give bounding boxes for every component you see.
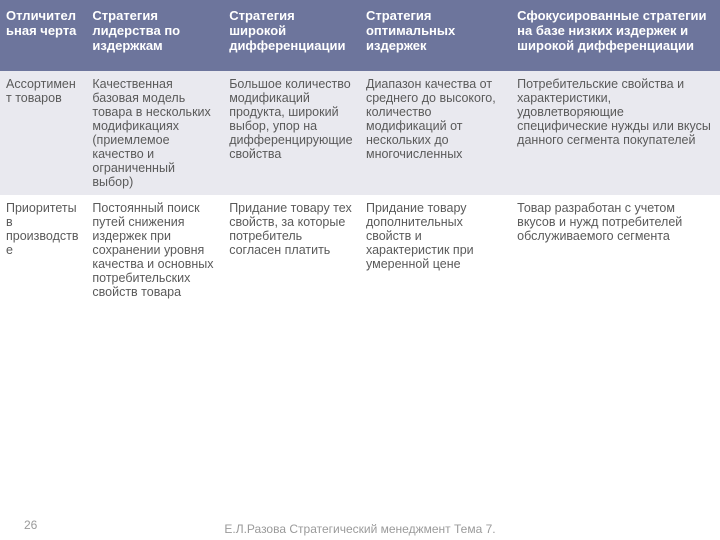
strategy-comparison-table: Отличительная черта Стратегия лидерства …: [0, 0, 720, 305]
table-cell: Приоритеты в производстве: [0, 195, 86, 305]
table-cell: Ассортимент товаров: [0, 71, 86, 195]
header-cell: Отличительная черта: [0, 0, 86, 71]
table-cell: Большое количество модификаций продукта,…: [223, 71, 360, 195]
table-row: Ассортимент товаров Качественная базовая…: [0, 71, 720, 195]
header-cell: Сфокусированные стратегии на базе низких…: [511, 0, 720, 71]
table-cell: Диапазон качества от среднего до высоког…: [360, 71, 511, 195]
page-number: 26: [24, 518, 37, 532]
table-row: Приоритеты в производстве Постоянный пои…: [0, 195, 720, 305]
table-cell: Придание товару тех свойств, за которые …: [223, 195, 360, 305]
header-cell: Стратегия широкой дифференциации: [223, 0, 360, 71]
header-cell: Стратегия лидерства по издержкам: [86, 0, 223, 71]
footer-text: Е.Л.Разова Стратегический менеджмент Тем…: [224, 522, 495, 536]
table-cell: Постоянный поиск путей снижения издержек…: [86, 195, 223, 305]
table-cell: Товар разработан с учетом вкусов и нужд …: [511, 195, 720, 305]
header-cell: Стратегия оптимальных издержек: [360, 0, 511, 71]
table-cell: Потребительские свойства и характеристик…: [511, 71, 720, 195]
table-cell: Качественная базовая модель товара в нес…: [86, 71, 223, 195]
footer: 26 Е.Л.Разова Стратегический менеджмент …: [0, 522, 720, 536]
table-header-row: Отличительная черта Стратегия лидерства …: [0, 0, 720, 71]
table-cell: Придание товару дополнительных свойств и…: [360, 195, 511, 305]
